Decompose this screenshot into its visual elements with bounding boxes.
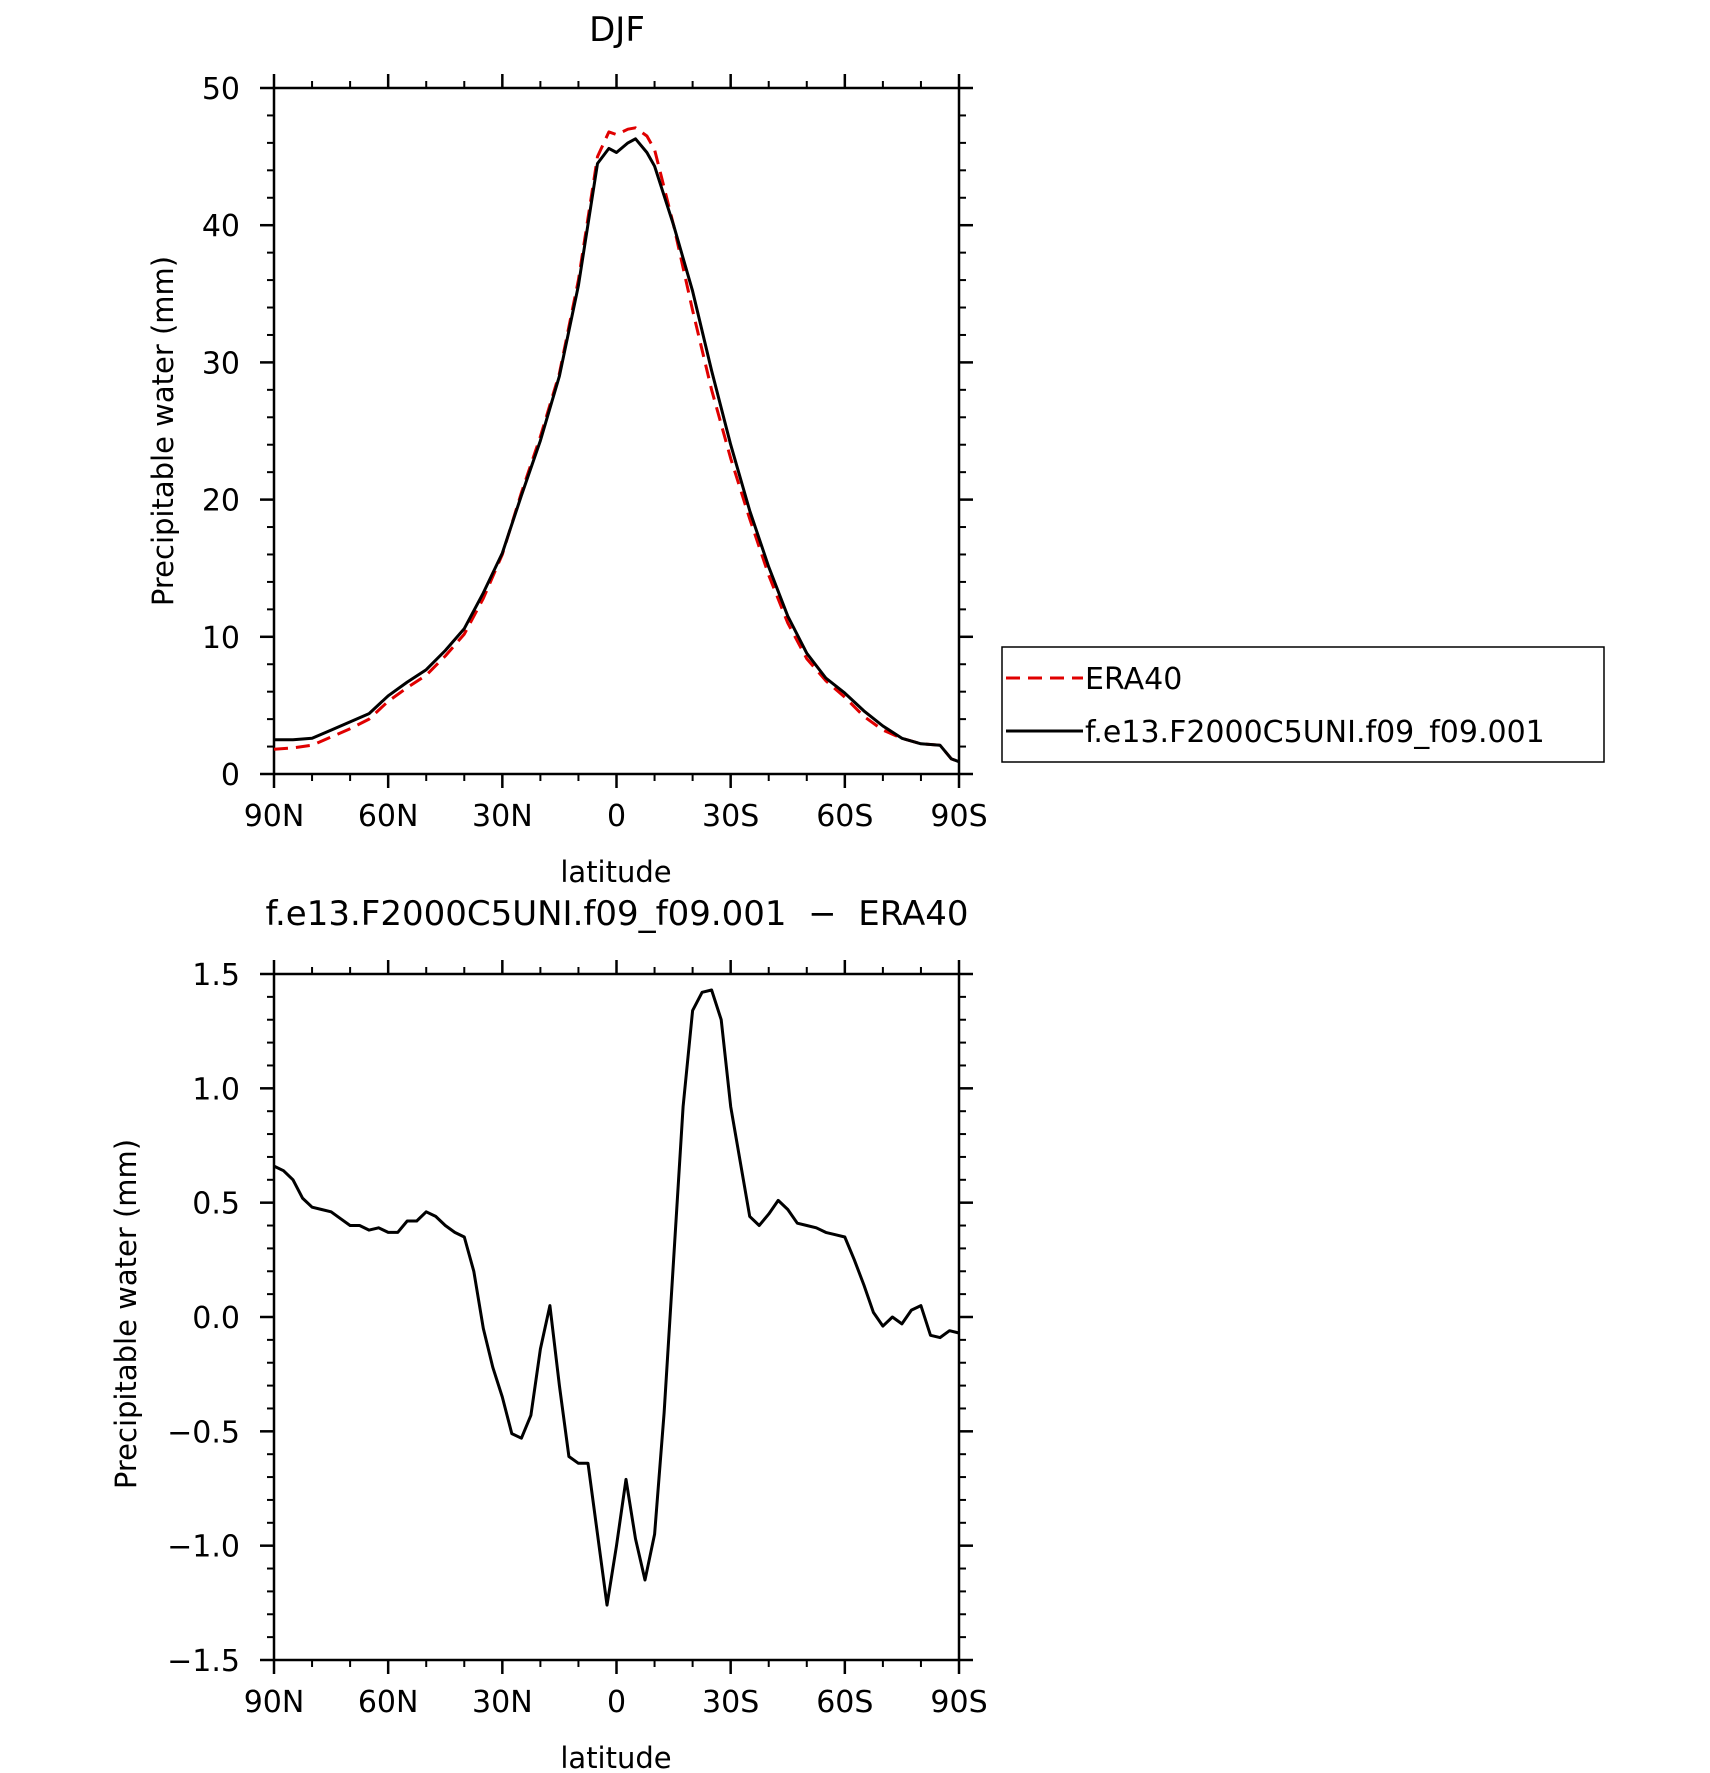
bottom-series-line-0 [273,988,960,1607]
bottom-panel: f.e13.F2000C5UNI.f09_f09.001 − ERA40 90N… [109,894,988,1773]
bottom-y-tick-label: 0.0 [192,1301,240,1336]
top-x-tick-label: 90N [244,799,305,834]
bottom-plot-frame [272,972,961,1662]
top-y-tick-label: 50 [202,72,240,107]
bottom-y-tick-label: 0.5 [192,1187,240,1222]
bottom-chart-title: f.e13.F2000C5UNI.f09_f09.001 − ERA40 [265,894,968,934]
top-x-tick-label: 60S [816,799,873,834]
top-x-tick-label: 30N [472,799,533,834]
top-x-tick-label: 30S [702,799,759,834]
top-x-tick-label: 60N [358,799,419,834]
top-x-axis-title: latitude [560,855,671,889]
top-y-axis-title: Precipitable water (mm) [146,256,180,606]
legend: ERA40 f.e13.F2000C5UNI.f09_f09.001 [1001,646,1605,763]
top-x-tick-label: 0 [607,799,626,834]
top-x-tick-label: 90S [930,799,987,834]
top-y-tick-label: 0 [221,758,240,793]
top-chart-title: DJF [589,10,645,50]
top-y-tick-label: 20 [202,484,240,519]
legend-box [1001,646,1605,763]
legend-label-model: f.e13.F2000C5UNI.f09_f09.001 [1085,715,1545,750]
top-y-tick-label: 10 [202,621,240,656]
top-y-tick-label: 40 [202,209,240,244]
bottom-x-tick-label: 90N [244,1685,305,1720]
top-series-line-1 [274,137,960,764]
top-plot-frame [272,86,961,776]
bottom-x-tick-label: 60N [358,1685,419,1720]
top-series-line-0 [273,126,960,764]
bottom-y-tick-label: −0.5 [167,1415,240,1450]
bottom-y-tick-label: 1.0 [192,1072,240,1107]
legend-label-era40: ERA40 [1085,662,1182,697]
bottom-x-tick-label: 30S [702,1685,759,1720]
bottom-y-tick-label: −1.5 [167,1644,240,1679]
bottom-x-axis-title: latitude [560,1741,671,1773]
bottom-y-axis-title: Precipitable water (mm) [109,1139,143,1489]
bottom-x-tick-label: 0 [607,1685,626,1720]
bottom-x-tick-label: 60S [816,1685,873,1720]
bottom-x-tick-label: 90S [930,1685,987,1720]
bottom-y-tick-label: −1.0 [167,1530,240,1565]
bottom-y-tick-label: 1.5 [192,958,240,993]
top-y-tick-label: 30 [202,346,240,381]
bottom-x-tick-label: 30N [472,1685,533,1720]
top-panel: DJF 90N 60N 30N 0 30S 60S 90S 0 10 20 30 40 50 latit… [146,10,988,889]
